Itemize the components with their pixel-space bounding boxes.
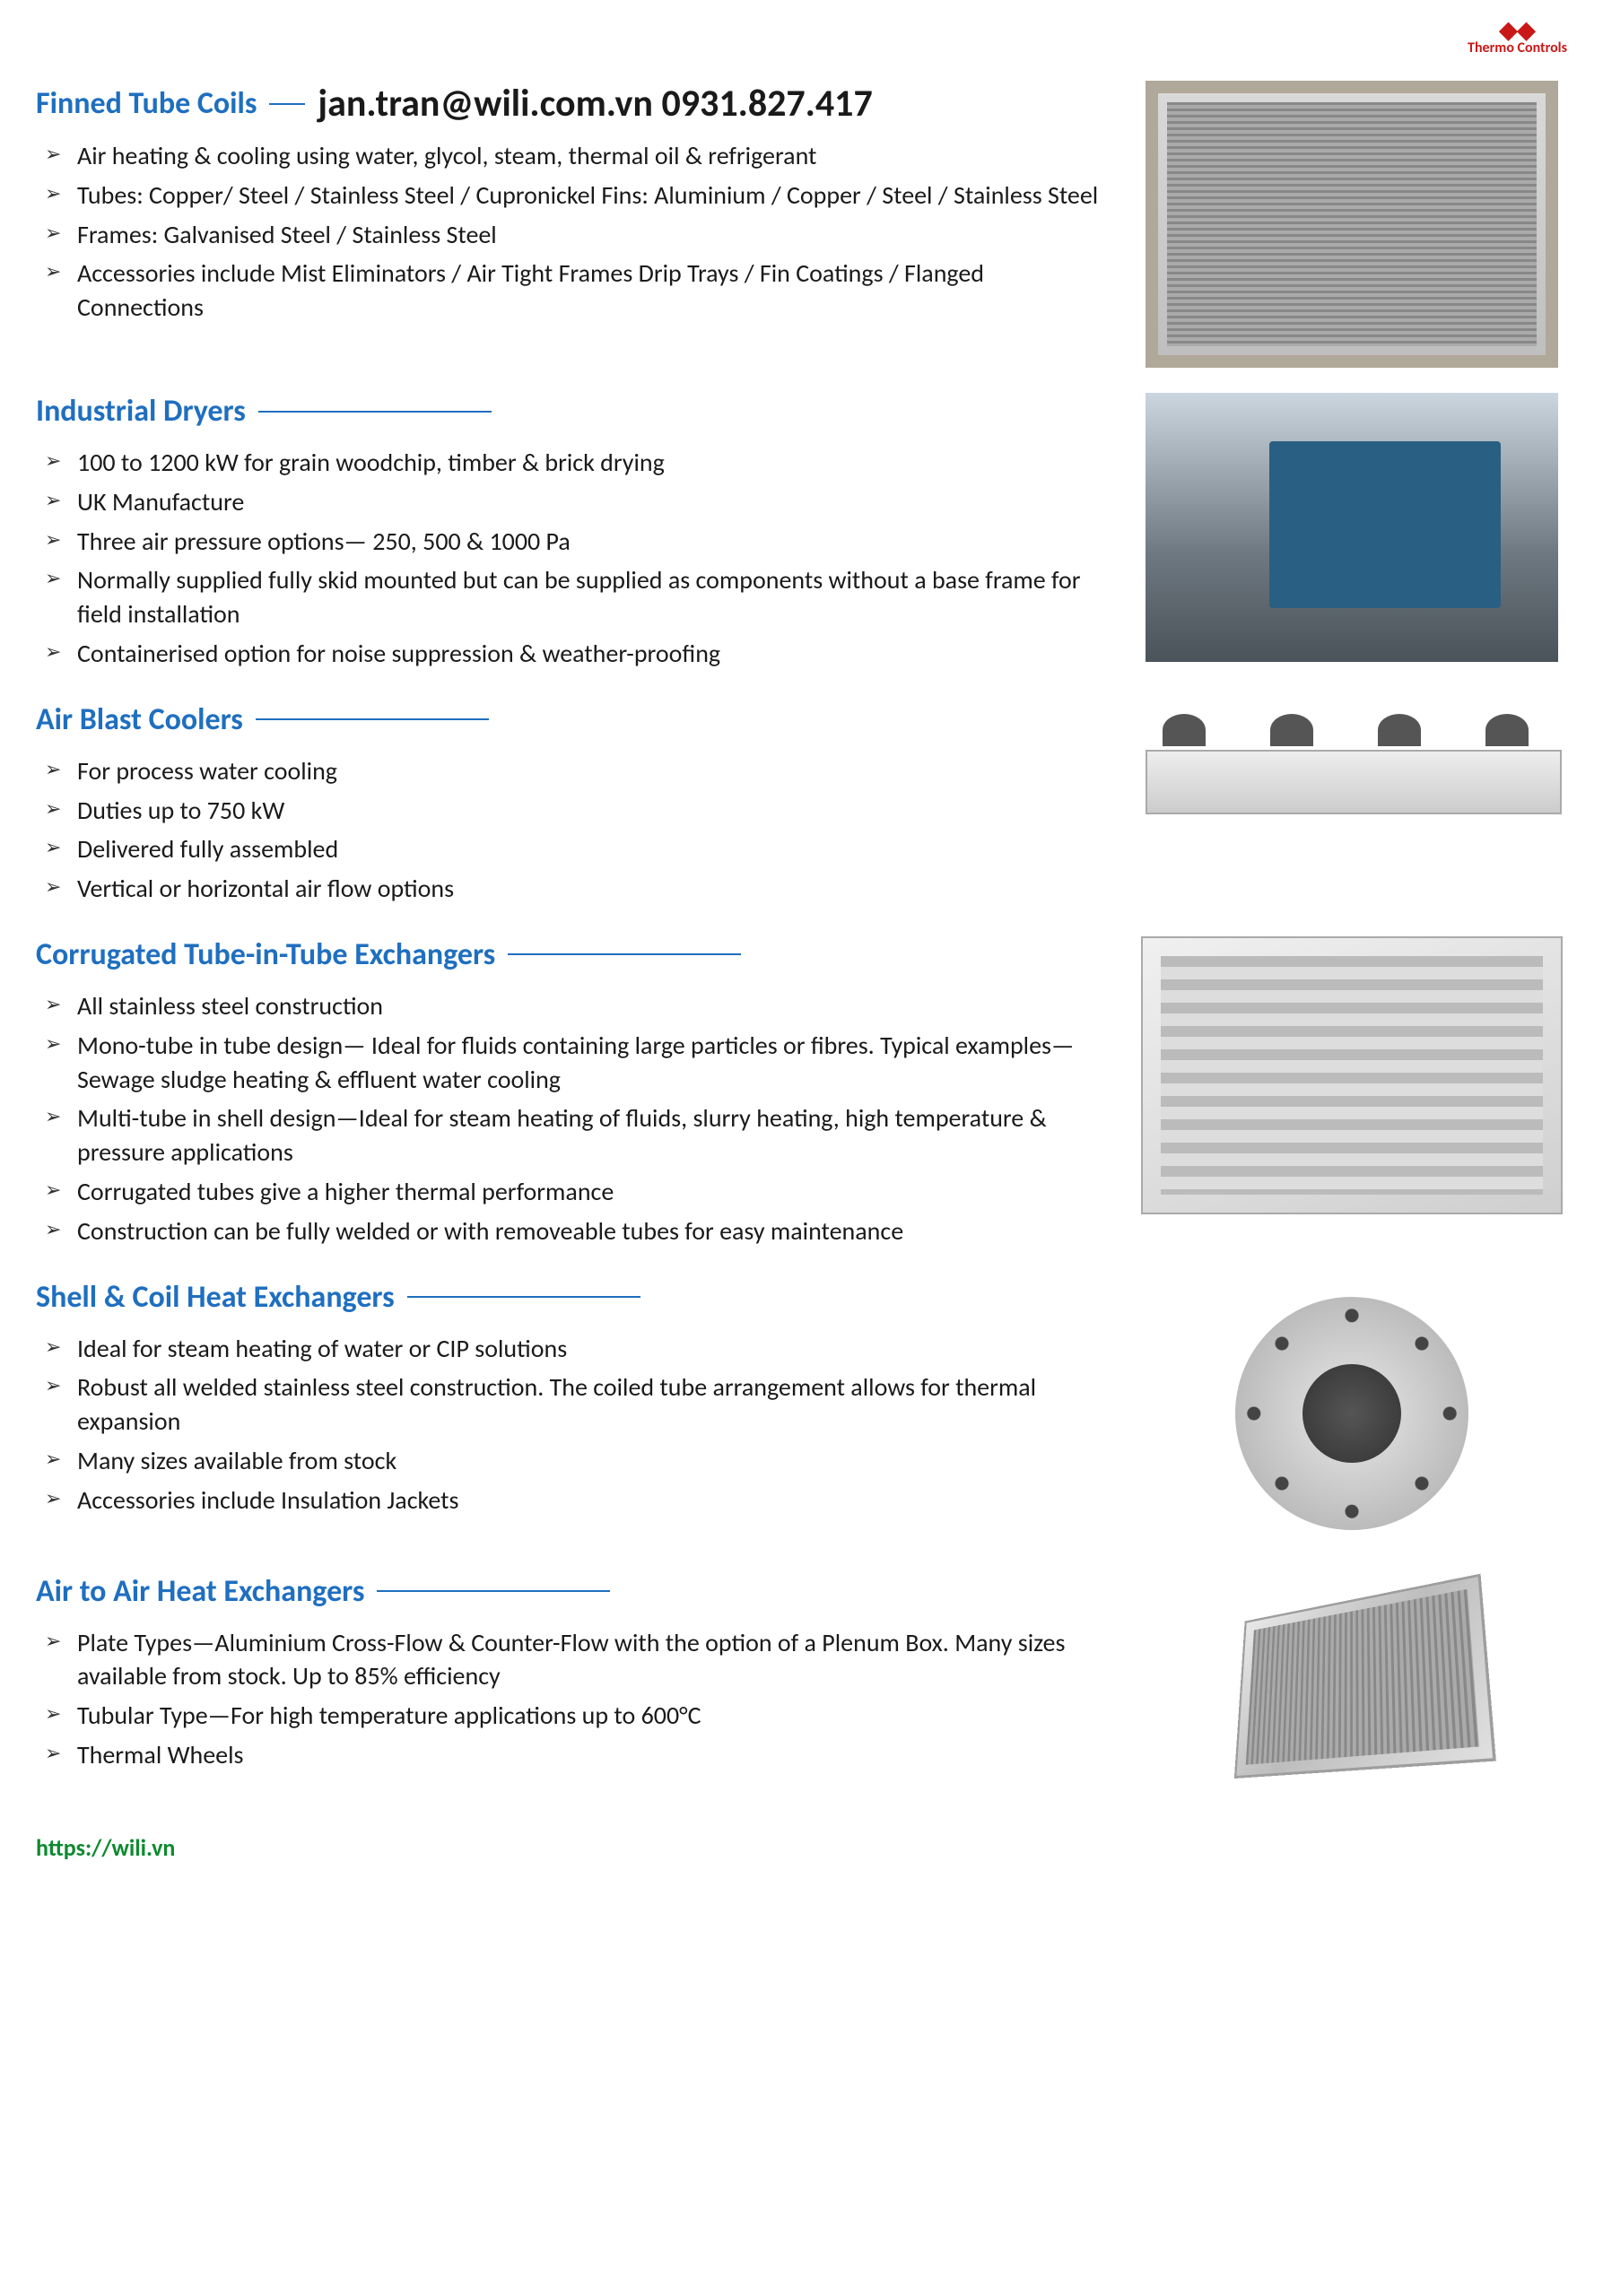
list-item: Construction can be fully welded or with… — [45, 1214, 1110, 1248]
list-item: Thermal Wheels — [45, 1738, 1110, 1772]
list-item: Corrugated tubes give a higher thermal p… — [45, 1175, 1110, 1209]
section-title: Finned Tube Coils — [36, 85, 257, 122]
flange-icon — [1235, 1297, 1468, 1530]
list-item: Mono-tube in tube design— Ideal for flui… — [45, 1029, 1110, 1097]
section-shell-coil: Shell & Coil Heat Exchangers Ideal for s… — [36, 1279, 1567, 1548]
product-image — [1137, 1279, 1567, 1548]
list-item: Vertical or horizontal air flow options — [45, 872, 1110, 906]
list-item: Three air pressure options— 250, 500 & 1… — [45, 525, 1110, 559]
list-item: UK Manufacture — [45, 485, 1110, 519]
list-item: Delivered fully assembled — [45, 832, 1110, 866]
bullet-list: All stainless steel construction Mono-tu… — [45, 989, 1110, 1248]
section-industrial-dryers: Industrial Dryers 100 to 1200 kW for gra… — [36, 393, 1567, 676]
product-image — [1137, 81, 1567, 368]
list-item: 100 to 1200 kW for grain woodchip, timbe… — [45, 446, 1110, 480]
section-title: Air to Air Heat Exchangers — [36, 1573, 364, 1610]
list-item: Air heating & cooling using water, glyco… — [45, 139, 1110, 173]
title-rule — [377, 1590, 610, 1592]
list-item: For process water cooling — [45, 754, 1110, 788]
list-item: Duties up to 750 kW — [45, 794, 1110, 828]
list-item: All stainless steel construction — [45, 989, 1110, 1023]
list-item: Containerised option for noise suppressi… — [45, 637, 1110, 671]
contact-phone: 0931.827.417 — [661, 81, 872, 126]
brand-logo: ◆◆ Thermo Controls — [1468, 18, 1567, 56]
list-item: Tubular Type—For high temperature applic… — [45, 1699, 1110, 1733]
section-title: Shell & Coil Heat Exchangers — [36, 1279, 395, 1316]
contact-overlay: jan.tran@wili.com.vn 0931.827.417 — [318, 81, 872, 126]
contact-email: jan.tran@wili.com.vn — [318, 81, 653, 126]
product-image — [1137, 1573, 1567, 1788]
list-item: Tubes: Copper/ Steel / Stainless Steel /… — [45, 178, 1110, 213]
list-item: Plate Types—Aluminium Cross-Flow & Count… — [45, 1626, 1110, 1694]
list-item: Ideal for steam heating of water or CIP … — [45, 1332, 1110, 1366]
section-tube-in-tube: Corrugated Tube-in-Tube Exchangers All s… — [36, 936, 1567, 1254]
list-item: Accessories include Mist Eliminators / A… — [45, 257, 1110, 325]
air-blast-cooler-icon — [1137, 701, 1567, 863]
bullet-list: Air heating & cooling using water, glyco… — [45, 139, 1110, 325]
footer-link[interactable]: https://wili.vn — [36, 1833, 1567, 1862]
product-image — [1137, 936, 1567, 1214]
list-item: Many sizes available from stock — [45, 1444, 1110, 1478]
bullet-list: 100 to 1200 kW for grain woodchip, timbe… — [45, 446, 1110, 671]
title-rule — [269, 103, 305, 105]
section-title: Industrial Dryers — [36, 393, 246, 430]
product-image — [1137, 701, 1567, 863]
brand-icon: ◆◆ — [1468, 18, 1567, 41]
title-rule — [407, 1296, 640, 1298]
list-item: Multi-tube in shell design—Ideal for ste… — [45, 1101, 1110, 1170]
tube-exchanger-icon — [1141, 936, 1563, 1214]
plate-exchanger-icon — [1234, 1573, 1496, 1778]
list-item: Normally supplied fully skid mounted but… — [45, 563, 1110, 631]
title-rule — [256, 718, 489, 720]
bullet-list: Ideal for steam heating of water or CIP … — [45, 1332, 1110, 1518]
section-air-to-air: Air to Air Heat Exchangers Plate Types—A… — [36, 1573, 1567, 1788]
list-item: Robust all welded stainless steel constr… — [45, 1370, 1110, 1439]
section-title: Air Blast Coolers — [36, 701, 243, 738]
finned-coil-icon — [1146, 81, 1558, 368]
industrial-dryer-icon — [1146, 393, 1558, 662]
title-rule — [508, 953, 741, 955]
section-title: Corrugated Tube-in-Tube Exchangers — [36, 936, 495, 973]
list-item: Accessories include Insulation Jackets — [45, 1483, 1110, 1518]
section-air-blast-coolers: Air Blast Coolers For process water cool… — [36, 701, 1567, 911]
bullet-list: Plate Types—Aluminium Cross-Flow & Count… — [45, 1626, 1110, 1772]
product-image — [1137, 393, 1567, 662]
bullet-list: For process water cooling Duties up to 7… — [45, 754, 1110, 906]
title-rule — [258, 411, 492, 413]
section-finned-tube-coils: Finned Tube Coils jan.tran@wili.com.vn 0… — [36, 81, 1567, 368]
brand-text: Thermo Controls — [1468, 39, 1567, 57]
page-header: ◆◆ Thermo Controls — [36, 27, 1567, 72]
list-item: Frames: Galvanised Steel / Stainless Ste… — [45, 218, 1110, 252]
